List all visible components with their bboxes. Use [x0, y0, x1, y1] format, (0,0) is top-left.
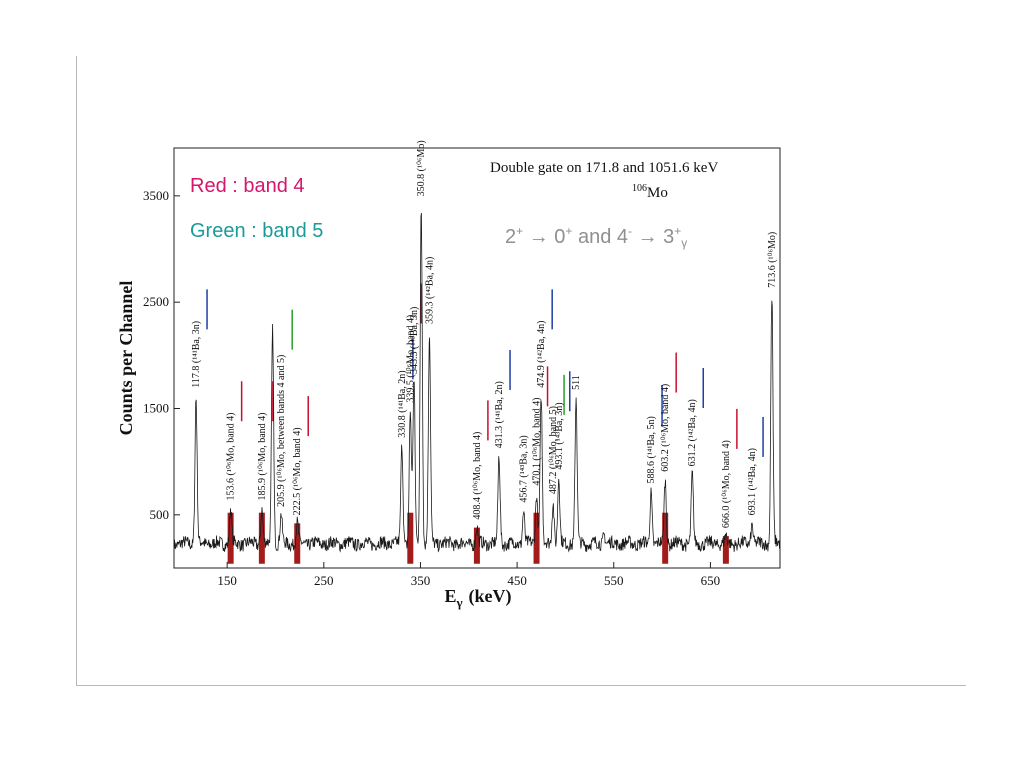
peak-label-0: 117.8 (¹⁴¹Ba, 3n): [191, 321, 202, 388]
x-tick-label-5: 650: [701, 573, 721, 588]
y-axis-title: Counts per Channel: [116, 281, 136, 436]
annot-sup3: -: [628, 224, 632, 238]
peak-label-1: 153.6 (¹⁰⁶Mo, band 4): [226, 412, 237, 500]
y-tick-label-0: 500: [150, 507, 170, 522]
y-tick-label-1: 1500: [143, 401, 169, 416]
annot-3: 3: [663, 226, 674, 248]
x-tick-label-1: 250: [314, 573, 334, 588]
peak-label-22: 631.2 (¹⁴²Ba, 4n): [687, 399, 698, 466]
x-axis-title-unit: (keV): [469, 586, 512, 607]
peak-label-2: 185.9 (¹⁰⁶Mo, band 4): [257, 412, 268, 500]
peak-label-9: 350.8 (¹⁰⁶Mo): [416, 140, 427, 196]
band-highlights: [227, 512, 729, 564]
nucleus-label: 106Mo: [632, 183, 668, 201]
peak-label-24: 693.1 (¹⁴²Ba, 4n): [747, 448, 758, 515]
annot-and4: and 4: [572, 226, 628, 248]
band4-highlight-7: [722, 536, 729, 564]
peak-label-14: 470.1 (¹⁰⁶Mo, band 4): [532, 398, 543, 486]
x-tick-label-2: 350: [411, 573, 431, 588]
plot-frame: [173, 147, 781, 569]
x-tick-label-0: 150: [217, 573, 237, 588]
peak-label-16: 487.2 (¹⁰⁶Mo, band 5): [548, 406, 559, 494]
band4-highlight-4: [473, 527, 480, 564]
annot-0: 0: [554, 226, 565, 248]
x-tick-label-4: 550: [604, 573, 624, 588]
peak-label-11: 408.4 (¹⁰⁶Mo, band 4): [472, 432, 483, 520]
nucleus-element: Mo: [647, 185, 668, 201]
peak-label-10: 359.3 (¹⁴²Ba, 4n): [424, 257, 435, 324]
x-axis-title-main: E: [444, 586, 456, 606]
legend-band4: Red : band 4: [190, 175, 305, 197]
y-tick-label-3: 3500: [143, 188, 169, 203]
x-tick-label-3: 450: [507, 573, 527, 588]
peak-label-15: 474.9 (¹⁴²Ba, 4n): [536, 320, 547, 387]
annot-gamma: γ: [681, 236, 687, 250]
nucleus-mass: 106: [632, 183, 647, 194]
peak-label-8: 343.3 (¹⁴³Ba, 3n): [409, 307, 420, 374]
slide-frame-bottom: [76, 685, 966, 686]
annot-arrow2: →: [632, 226, 663, 248]
peak-label-17: 493.1 (¹⁴³Ba, 3n): [554, 402, 565, 469]
peak-label-5: 222.5 (¹⁰⁶Mo, band 4): [292, 427, 303, 515]
annot-sup1: +: [516, 224, 523, 238]
spectrum-trace: [173, 212, 781, 553]
peak-label-23: 666.0 (¹⁰⁶Mo, band 4): [721, 440, 732, 528]
band4-highlight-3: [407, 512, 414, 564]
x-axis-title: Eγ (keV): [444, 586, 511, 610]
peak-label-25: 713.6 (¹⁰⁶Mo): [767, 232, 778, 288]
annot-sup4: +: [674, 224, 681, 238]
peak-label-13: 456.7 (¹⁴³Ba, 3n): [519, 435, 530, 502]
x-axis-title-sub: γ: [455, 595, 462, 610]
peak-labels: 117.8 (¹⁴¹Ba, 3n) 153.6 (¹⁰⁶Mo, band 4) 18…: [191, 140, 778, 528]
y-tick-label-2: 2500: [143, 294, 169, 309]
peak-label-6: 330.8 (¹⁴¹Ba, 2n): [397, 370, 408, 437]
peak-label-21: 603.2 (¹⁰⁶Mo, band 4): [660, 384, 671, 472]
band-markers: [206, 283, 764, 457]
annot-2: 2: [505, 226, 516, 248]
band4-highlight-2: [294, 523, 301, 564]
band4-highlight-5: [533, 512, 540, 564]
peak-label-18: 511: [571, 375, 582, 390]
transition-annotation: 2+ → 0+ and 4- → 3+γ: [505, 224, 687, 250]
chart-title: Double gate on 171.8 and 1051.6 keV: [490, 160, 718, 176]
annot-sup2: +: [565, 224, 572, 238]
annot-arrow1: →: [523, 226, 554, 248]
legend-band5: Green : band 5: [190, 220, 323, 242]
y-axis-ticks: 500 1500 2500 3500: [143, 188, 180, 522]
x-axis-ticks: 150 250 350 450 550 650: [217, 562, 720, 588]
band4-highlight-6: [662, 512, 669, 564]
peak-label-12: 431.3 (¹⁴¹Ba, 2n): [494, 381, 505, 448]
band4-highlight-1: [258, 512, 265, 564]
peak-label-20: 588.6 (¹⁴¹Ba, 5n): [646, 416, 657, 483]
slide-frame-left: [76, 56, 77, 686]
peak-label-7: 339.5 (¹⁰⁶Mo, band 4): [405, 315, 416, 403]
peak-label-4: 205.9 (¹⁰⁶Mo, between bands 4 and 5): [276, 355, 287, 507]
band4-highlight-0: [227, 512, 234, 564]
